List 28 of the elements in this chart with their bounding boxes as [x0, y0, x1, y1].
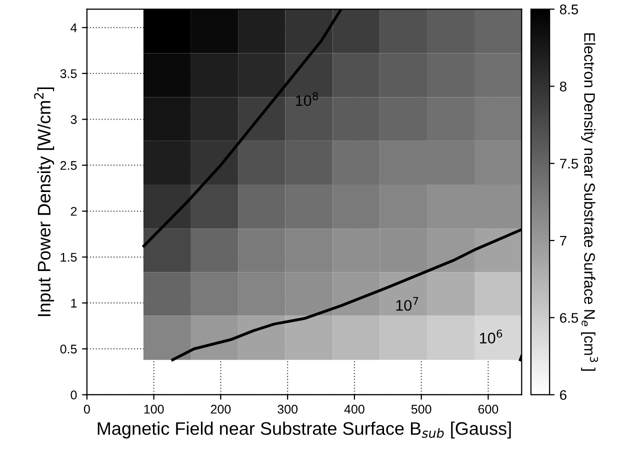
color-bar-label: 7.5 [560, 158, 578, 169]
x-tick-label: 200 [210, 404, 231, 414]
color-bar-label: 8 [560, 82, 566, 92]
color-bar-title: Electron Density near Substrate Surface N$_{e}$ [cm$^{3}$ ] [581, 33, 598, 371]
y-tick-label: 1 [71, 298, 77, 308]
color-bar-label: 8.5 [560, 4, 578, 14]
x-tick-label: 500 [411, 404, 432, 414]
y-tick-label: 1.5 [60, 252, 77, 262]
x-tick-label: 100 [144, 404, 164, 414]
color-bar-label: 6.5 [560, 312, 578, 323]
annotation: 10$^{7}$ [396, 296, 418, 311]
y-tick-label: 2.5 [60, 161, 77, 170]
x-tick-label: 400 [344, 404, 364, 414]
y-tick-label: 0 [70, 390, 77, 400]
annotation: 10$^{8}$ [296, 92, 318, 106]
y-tick-label: 4 [70, 23, 77, 32]
color-bar-label: 6 [560, 390, 566, 400]
color-bar-label: 7 [560, 236, 566, 246]
x-tick-label: 0 [84, 404, 90, 414]
y-tick-label: 2 [70, 206, 77, 216]
x-tick-label: 600 [478, 404, 498, 414]
x-tick-label: 300 [278, 404, 298, 414]
y-tick-label: 3.5 [60, 69, 77, 78]
x-axis-title: Magnetic Field near Substrate Surface B$_{sub}$ [Gauss] [98, 422, 511, 438]
y-tick-label: 3 [70, 115, 77, 124]
y-axis-title: Input Power Density [W/cm$^{2}$] [34, 88, 54, 316]
y-tick-label: 0.5 [60, 344, 77, 354]
annotation: 10$^{6}$ [480, 330, 502, 344]
